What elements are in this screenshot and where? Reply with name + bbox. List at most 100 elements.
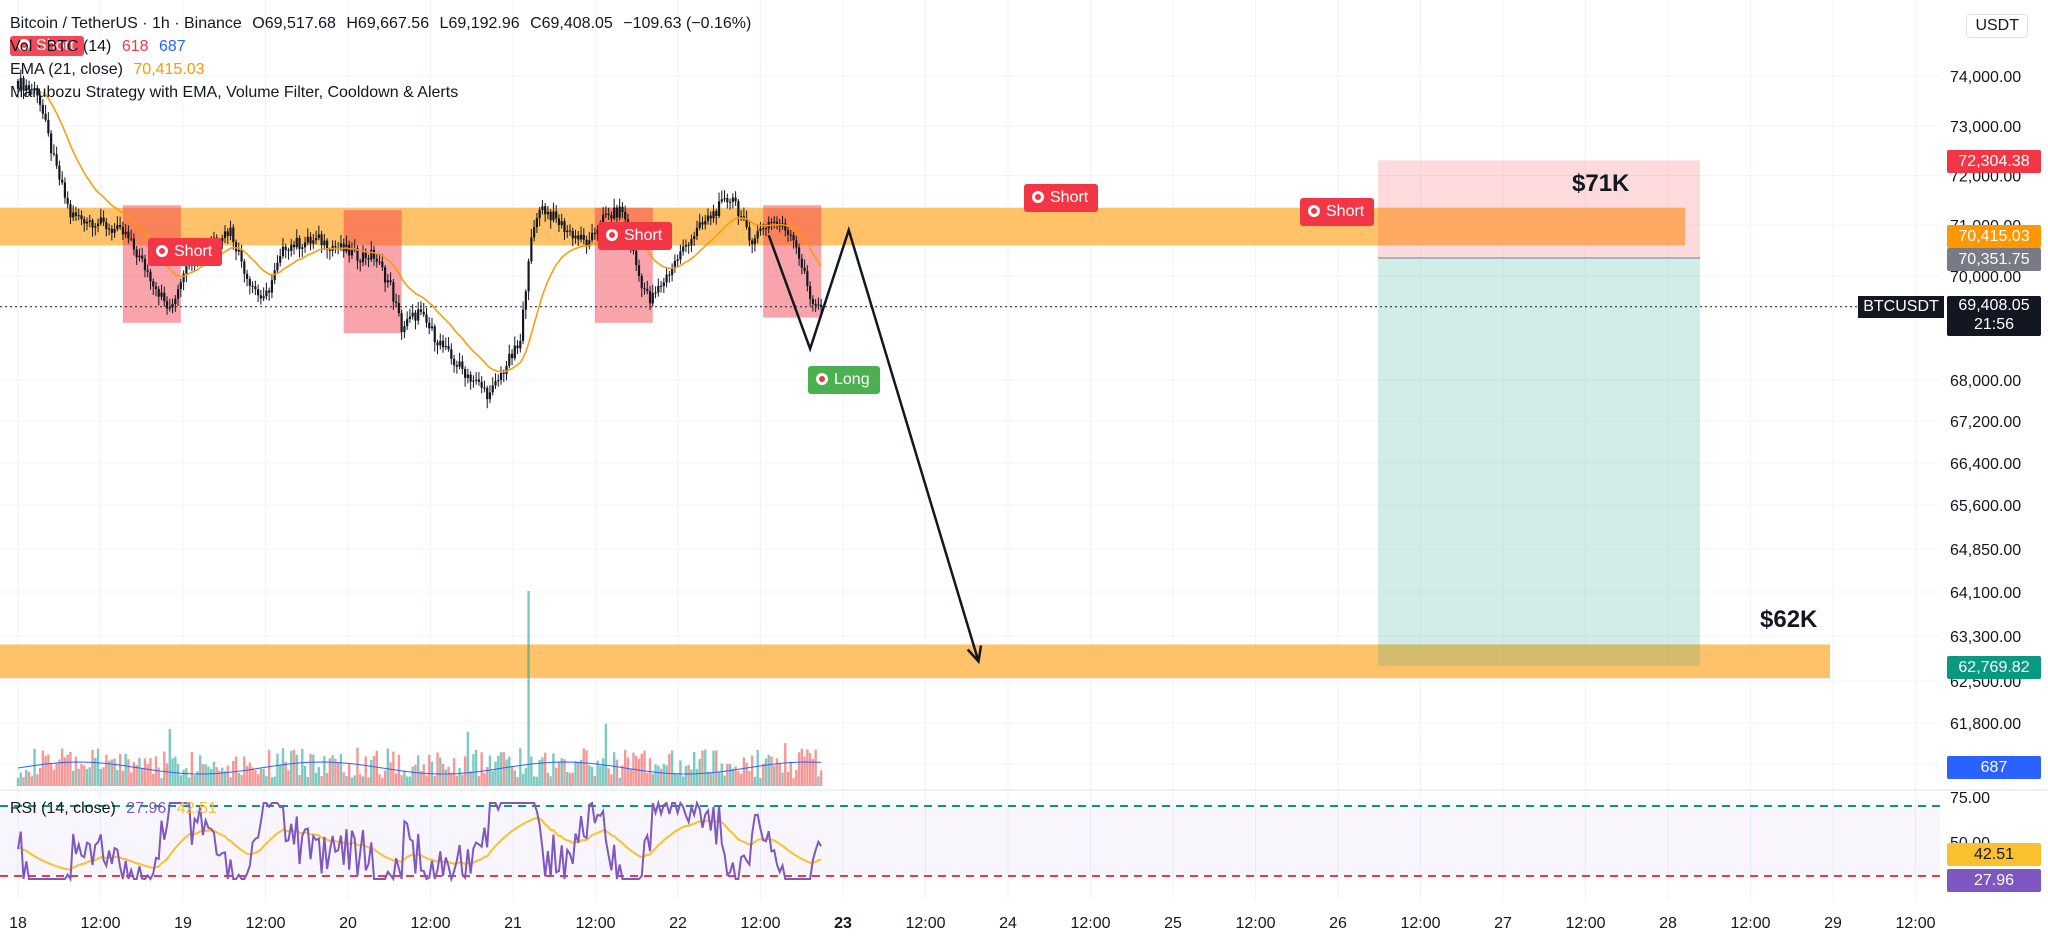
volume-bar xyxy=(541,757,544,786)
ema-21-line xyxy=(42,91,822,373)
candle-body xyxy=(726,198,729,203)
short-signal-1[interactable]: Short xyxy=(148,238,223,266)
candle-body xyxy=(367,258,370,260)
signal-dot-icon xyxy=(156,245,168,257)
candle-body xyxy=(130,238,133,240)
volume-bar xyxy=(270,777,274,786)
volume-bar xyxy=(403,770,406,786)
candle-body xyxy=(797,247,801,259)
candle-body xyxy=(163,292,166,302)
volume-bar xyxy=(497,755,500,786)
volume-bar xyxy=(637,758,641,786)
volume-bar xyxy=(223,771,227,786)
short-signal-3[interactable]: Short xyxy=(1024,184,1099,212)
volume-bar xyxy=(767,754,770,786)
volume-bar xyxy=(182,769,185,786)
candle-body xyxy=(643,288,646,290)
last-price: 69,408.05 xyxy=(1958,297,2030,314)
volume-bar xyxy=(750,755,754,786)
candle-body xyxy=(712,211,715,219)
candle-body xyxy=(809,285,812,300)
volume-bar xyxy=(83,765,86,786)
candle-body xyxy=(262,296,265,299)
candle-body xyxy=(414,312,417,321)
volume-bar xyxy=(143,758,147,786)
volume-bar xyxy=(483,773,486,786)
volume-bar xyxy=(69,751,72,786)
candle-body xyxy=(811,299,814,304)
candle-body xyxy=(648,290,652,304)
volume-bar xyxy=(94,757,97,786)
volume-bar xyxy=(659,768,663,786)
candle-body xyxy=(141,255,144,259)
volume-bar xyxy=(320,776,323,786)
candle-body xyxy=(270,280,274,293)
volume-bar xyxy=(789,761,792,786)
short-signal-2[interactable]: Short xyxy=(598,222,673,250)
candle-body xyxy=(66,197,69,205)
volume-bar xyxy=(555,767,558,786)
currency-button[interactable]: USDT xyxy=(1966,14,2028,38)
volume-bar xyxy=(105,754,108,786)
candle-body xyxy=(430,326,434,329)
chart-grid xyxy=(0,0,1940,900)
volume-bar xyxy=(154,756,158,786)
candle-body xyxy=(800,258,803,268)
volume-bars xyxy=(16,591,823,786)
candle-body xyxy=(135,249,138,258)
candle-body xyxy=(541,206,544,210)
candle-body xyxy=(546,211,550,215)
volume-bar xyxy=(323,756,326,786)
volume-bar xyxy=(618,777,621,786)
candle-body xyxy=(488,392,492,400)
volume-bar xyxy=(505,759,508,786)
volume-bar xyxy=(524,767,528,786)
signal-dot-icon xyxy=(1032,191,1044,203)
target-top-price-tag: 72,304.38 xyxy=(1947,150,2041,173)
candle-body xyxy=(820,304,823,307)
candle-body xyxy=(533,227,536,238)
volume-bar xyxy=(670,750,674,786)
rsi-indicator-label[interactable]: RSI (14, close) xyxy=(10,800,116,817)
candle-body xyxy=(607,213,610,216)
volume-bar xyxy=(301,748,304,786)
candle-body xyxy=(690,239,693,246)
candle-body xyxy=(314,237,318,241)
volume-bar xyxy=(607,768,610,786)
volume-bar xyxy=(444,769,447,786)
candle-body xyxy=(748,227,751,241)
volume-bar xyxy=(712,750,715,786)
rsi-value: 27.96 xyxy=(126,800,167,817)
volume-bar xyxy=(118,753,122,786)
volume-bar xyxy=(146,764,149,786)
candle-body xyxy=(709,215,712,219)
candle-body xyxy=(312,240,315,244)
candle-body xyxy=(372,249,376,259)
candle-body xyxy=(695,227,699,237)
candle-body xyxy=(370,249,373,260)
short-signal-4[interactable]: Short xyxy=(1300,198,1375,226)
volume-bar xyxy=(629,768,632,786)
candle-body xyxy=(563,221,566,233)
projection-path xyxy=(767,225,983,665)
candle-body xyxy=(497,380,500,382)
short-position-tool xyxy=(1378,160,1700,666)
volume-bar xyxy=(80,764,83,786)
volume-bar xyxy=(129,772,133,786)
volume-bar xyxy=(803,756,806,786)
long-signal-1[interactable]: Long xyxy=(808,366,880,394)
candle-body xyxy=(433,326,436,343)
symbol-label[interactable]: Bitcoin / TetherUS · 1h · Binance xyxy=(10,15,242,32)
volume-bar xyxy=(742,757,746,786)
candle-body xyxy=(444,346,447,348)
volume-indicator-label[interactable]: Vol · BTC (14) xyxy=(10,38,112,55)
strategy-label[interactable]: Marubozu Strategy with EMA, Volume Filte… xyxy=(10,84,459,101)
candle-body xyxy=(544,206,547,215)
ema-indicator-label[interactable]: EMA (21, close) xyxy=(10,61,123,78)
zone-$62K xyxy=(0,644,1830,679)
candle-body xyxy=(557,218,561,226)
short-signal-0[interactable]: Short xyxy=(10,36,85,56)
volume-value-2: 687 xyxy=(158,38,186,55)
signal-dot-icon xyxy=(816,373,828,385)
